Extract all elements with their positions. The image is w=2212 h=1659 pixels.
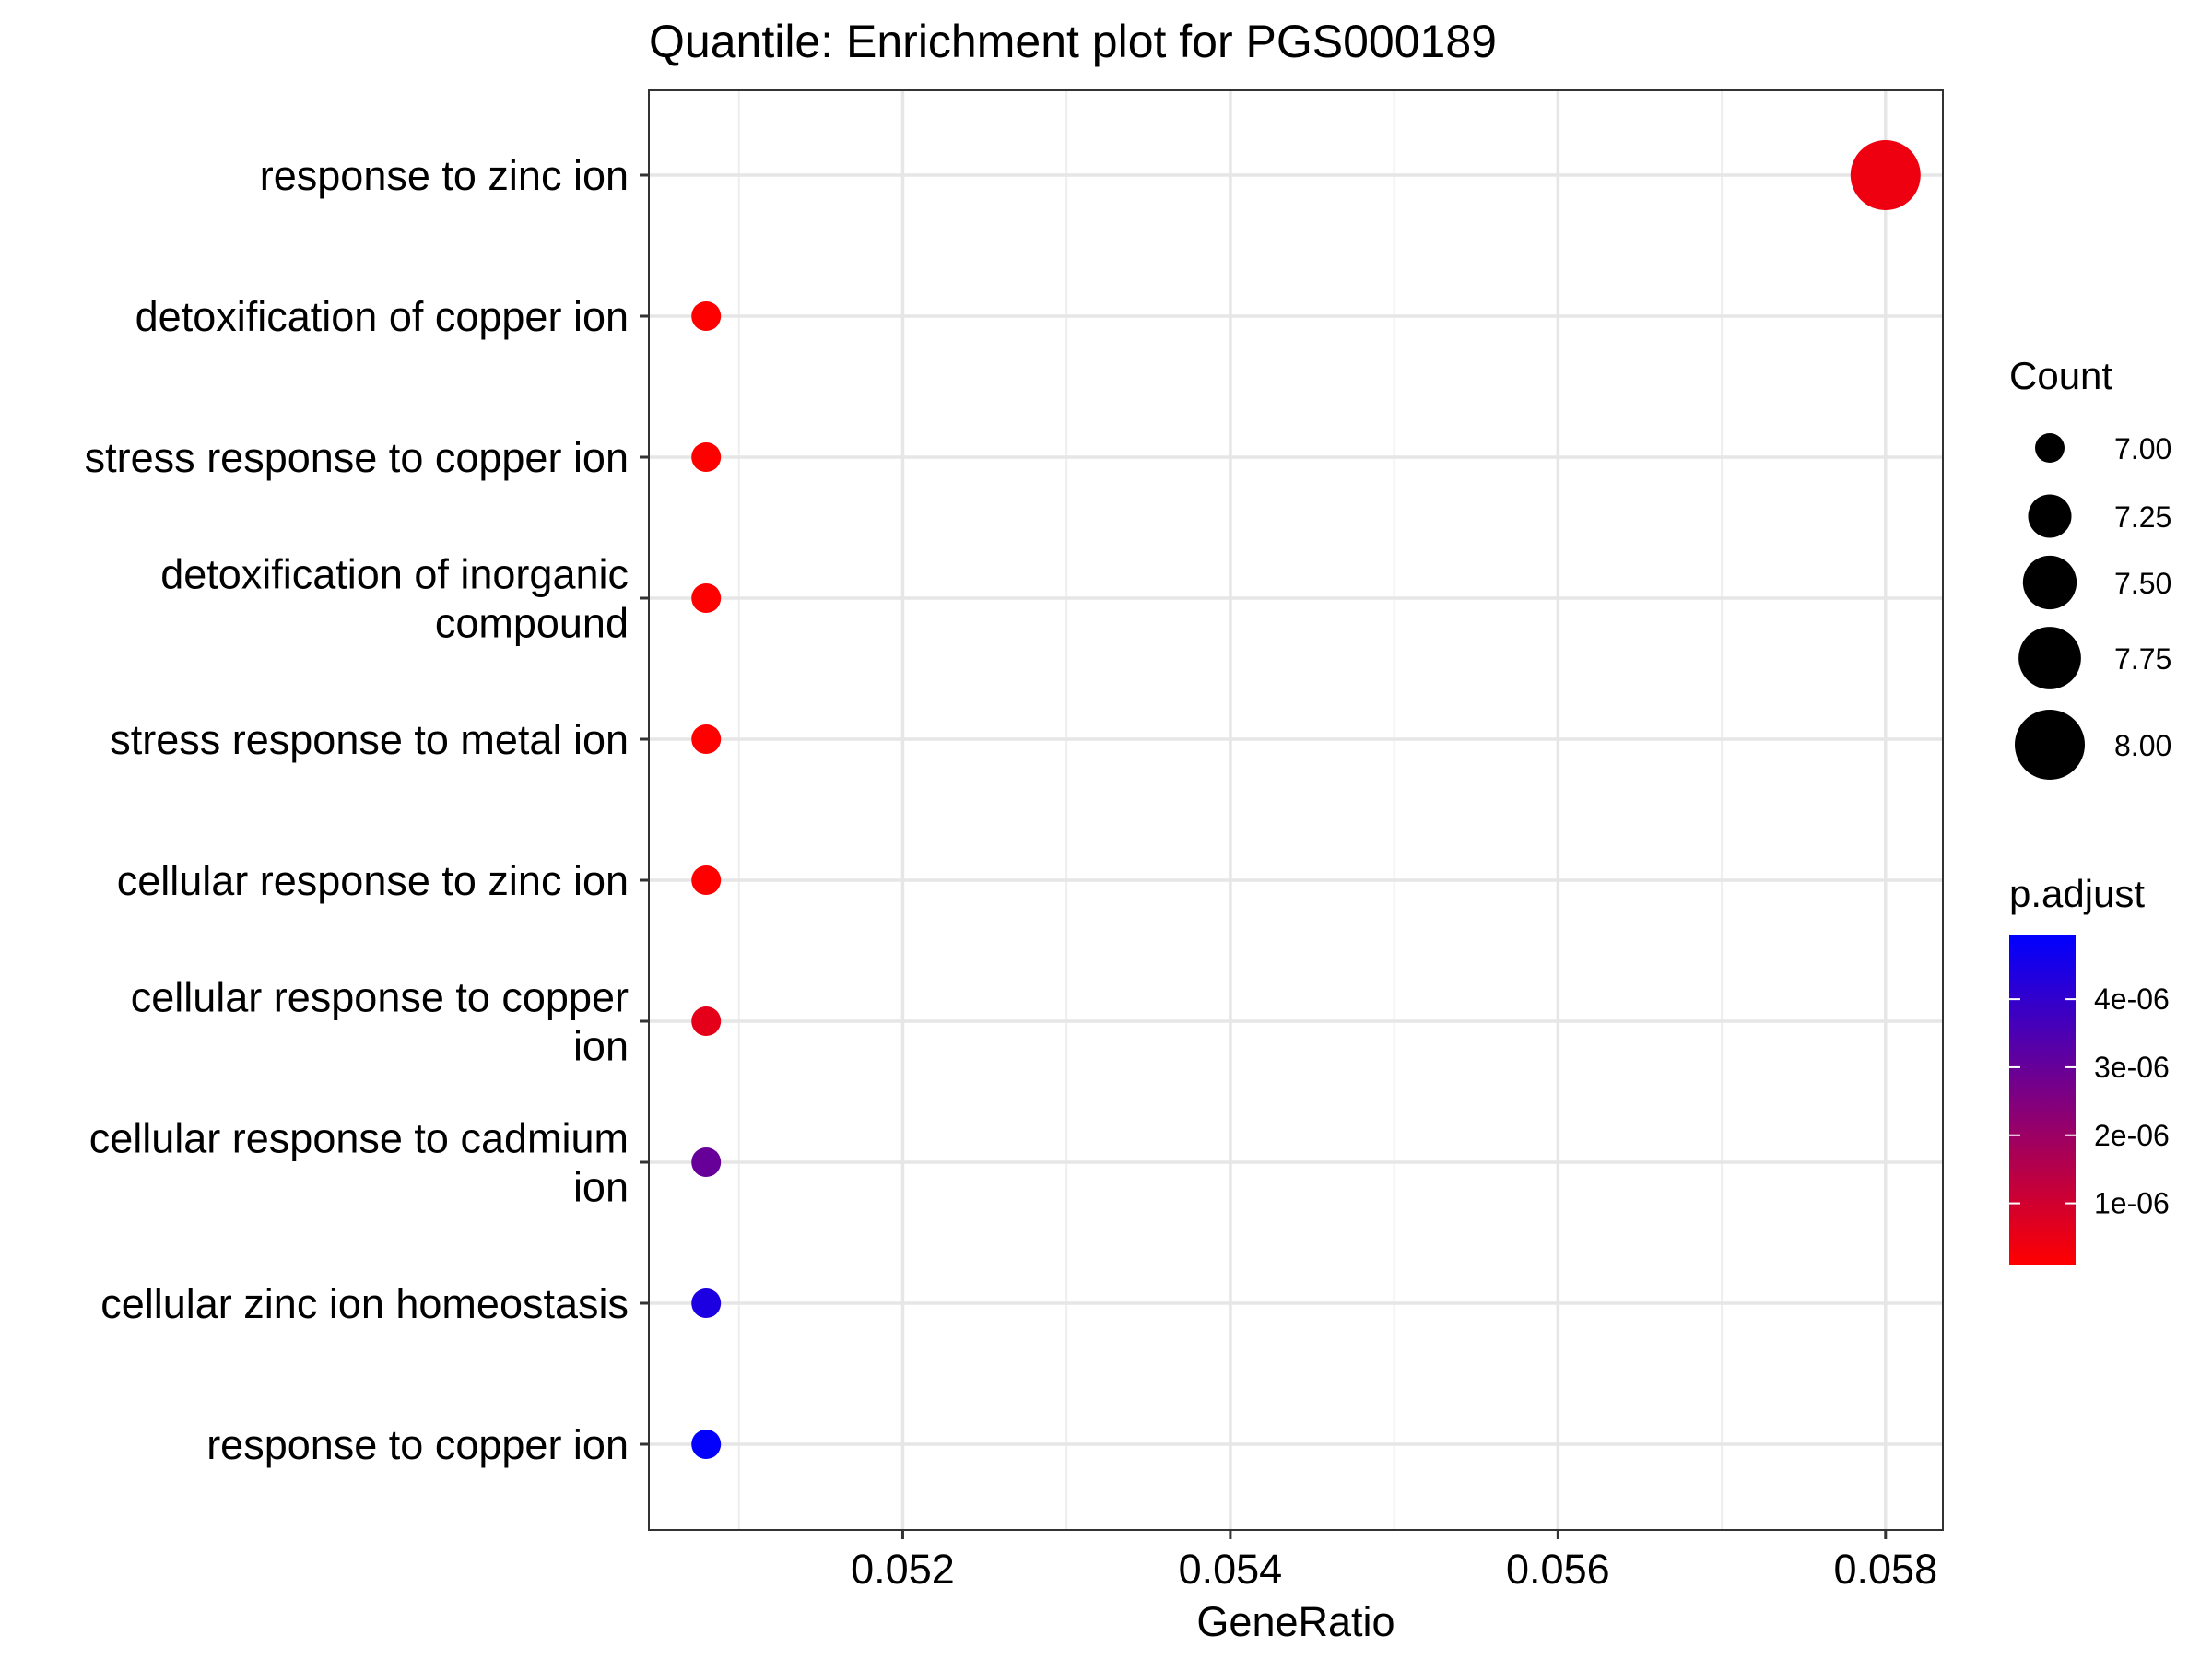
count-legend-key: [2022, 555, 2077, 610]
count-legend-label: 7.00: [2114, 432, 2171, 465]
data-point: [1850, 140, 1921, 210]
y-tick-label: cellular response to cadmium: [89, 1115, 629, 1162]
data-point: [691, 442, 722, 472]
p-adjust-colorbar: [2009, 935, 2076, 1265]
y-tick-label: cellular response to copper: [131, 974, 629, 1021]
data-point: [691, 583, 722, 613]
count-legend: Count 7.00 7.25 7.50 7.75 8.00: [2009, 354, 2171, 780]
y-axis: response to zinc ion detoxification of co…: [85, 152, 649, 1468]
data-point: [691, 301, 722, 331]
y-tick-label: stress response to metal ion: [110, 716, 629, 763]
data-point: [691, 724, 722, 754]
x-axis: 0.052 0.054 0.056 0.058: [851, 1530, 1937, 1593]
grid-layer: [649, 90, 1943, 1530]
y-tick-label: detoxification of inorganic: [160, 551, 629, 598]
x-tick-label: 0.058: [1833, 1546, 1937, 1593]
count-legend-title: Count: [2009, 354, 2112, 397]
y-tick-label: compound: [435, 600, 629, 647]
x-tick-label: 0.056: [1506, 1546, 1610, 1593]
y-tick-label: ion: [573, 1023, 629, 1070]
count-legend-label: 8.00: [2114, 729, 2171, 762]
count-legend-key: [2035, 433, 2065, 463]
p-adjust-legend-label: 1e-06: [2094, 1187, 2170, 1220]
y-tick-label: detoxification of copper ion: [135, 293, 629, 340]
count-legend-label: 7.25: [2114, 500, 2171, 534]
plot-panel-border: [648, 89, 1944, 1531]
y-tick-label: response to zinc ion: [260, 152, 629, 199]
data-point: [691, 1006, 722, 1036]
chart-title: Quantile: Enrichment plot for PGS000189: [649, 16, 1497, 67]
y-tick-label: cellular zinc ion homeostasis: [100, 1280, 629, 1327]
x-tick-label: 0.052: [851, 1546, 955, 1593]
count-legend-key: [2018, 627, 2081, 689]
count-legend-key: [2028, 494, 2072, 538]
data-point: [691, 1430, 722, 1459]
p-adjust-legend-label: 2e-06: [2094, 1119, 2170, 1152]
p-adjust-legend-label: 3e-06: [2094, 1051, 2170, 1084]
data-point: [691, 1147, 722, 1177]
y-tick-label: response to copper ion: [206, 1421, 629, 1468]
p-adjust-legend: p.adjust 1e-06 2e-06 3e-06 4e-06: [2009, 872, 2170, 1265]
data-point: [691, 865, 722, 895]
count-legend-label: 7.50: [2114, 567, 2171, 600]
x-tick-label: 0.054: [1179, 1546, 1283, 1593]
y-tick-label: cellular response to zinc ion: [117, 857, 629, 904]
p-adjust-legend-label: 4e-06: [2094, 982, 2170, 1016]
y-tick-label: stress response to copper ion: [85, 434, 629, 481]
point-layer: [691, 140, 1921, 1459]
y-tick-label: ion: [573, 1164, 629, 1211]
count-legend-key: [2015, 710, 2085, 780]
x-axis-title: GeneRatio: [1196, 1598, 1394, 1645]
count-legend-label: 7.75: [2114, 642, 2171, 676]
p-adjust-legend-title: p.adjust: [2009, 872, 2145, 915]
data-point: [691, 1288, 722, 1318]
